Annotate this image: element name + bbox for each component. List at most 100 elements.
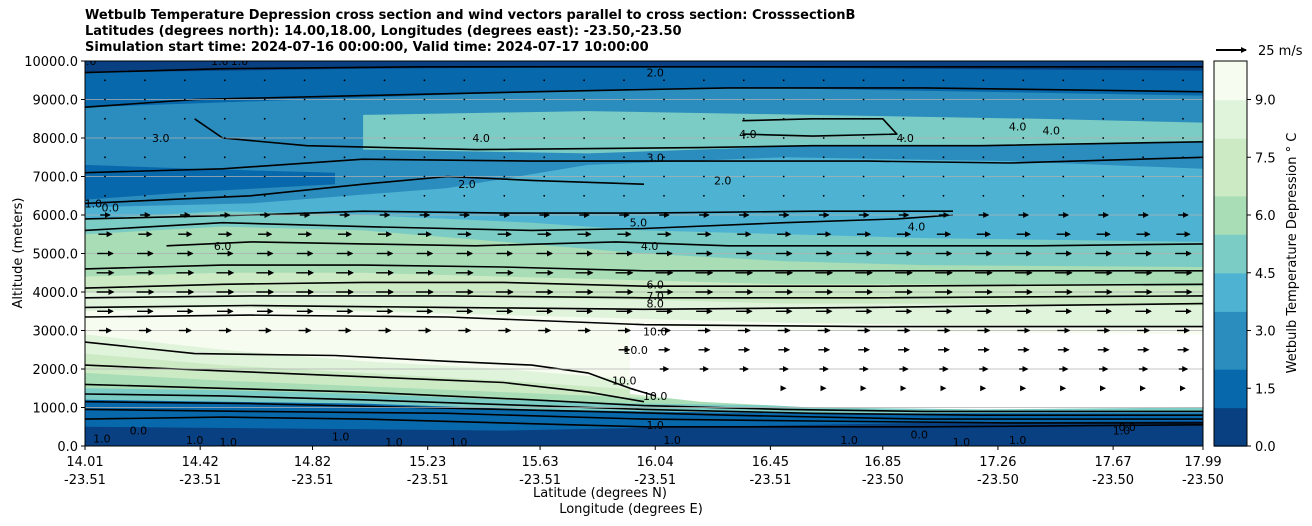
wind-vector-calm: [383, 194, 386, 197]
wind-vector-calm: [543, 175, 546, 178]
wind-vector-calm: [223, 194, 226, 197]
depression-field-bands: [85, 61, 1203, 446]
wind-vector-calm: [423, 79, 426, 82]
wind-vector-calm: [862, 98, 865, 101]
wind-vector-calm: [1102, 98, 1105, 101]
wind-vector-calm: [183, 137, 186, 139]
y-axis: 0.0 1000.0 2000.0 3000.0 4000.0 5000.0 6000.0 7…: [24, 55, 85, 455]
wind-vector-calm: [902, 98, 905, 101]
wind-vector-calm: [303, 79, 306, 82]
colorbar-segment-0: [1214, 426, 1247, 447]
wind-vector-calm: [1182, 79, 1184, 82]
wind-vector-calm: [902, 117, 905, 120]
wind-vector-calm: [263, 79, 266, 82]
y-tick-label-3: 3000.0: [33, 325, 79, 340]
wind-vector-calm: [782, 137, 785, 139]
contour-line-5: [85, 214, 954, 232]
colorbar-tick-label-1: 1.5: [1255, 382, 1276, 397]
wind-vector-calm: [463, 175, 466, 178]
wind-vector-calm: [1142, 194, 1144, 197]
wind-vector-calm: [942, 79, 945, 82]
x-tick-lat-5: 16.04: [637, 455, 674, 470]
wind-vector-calm: [1062, 98, 1065, 101]
wind-vector-calm: [303, 137, 306, 139]
colorbar-tick-label-2: 3.0: [1255, 325, 1276, 340]
wind-vector-calm: [703, 194, 705, 197]
colorbar-segment-18: [1214, 80, 1247, 101]
wind-vector-calm: [104, 194, 106, 197]
wind-vector-calm: [623, 79, 625, 82]
contour-line-6: [194, 118, 1203, 151]
wind-vector-calm: [902, 175, 905, 178]
x-tick-lat-6: 16.45: [752, 455, 789, 470]
x-tick-lon-6: -23.51: [749, 473, 791, 488]
wind-vector-calm: [144, 194, 146, 197]
contour-label-11: 1.0: [85, 197, 103, 210]
wind-vector-calm: [742, 137, 745, 139]
contour-line-3: [85, 175, 645, 205]
wind-vector-calm: [1102, 156, 1105, 159]
contour-line-11: [85, 295, 1203, 299]
colorbar-segment-15: [1214, 138, 1247, 158]
x-tick-lon-0: -23.51: [64, 473, 106, 488]
wind-vector-calm: [1182, 98, 1184, 101]
wind-vector-calm: [1182, 137, 1184, 139]
contour-label-5: 4.0: [896, 132, 914, 145]
contour-label-10: 4.0: [908, 221, 926, 234]
wind-vector-calm: [742, 156, 745, 159]
x-tick-lon-7: -23.50: [862, 473, 904, 488]
wind-vector-calm: [263, 117, 266, 120]
wind-vector-calm: [183, 175, 186, 178]
contour-line-19: [85, 408, 1203, 424]
depression-band-4: [85, 164, 335, 200]
wind-vector-calm: [543, 117, 546, 120]
x-tick-lat-2: 14.82: [294, 455, 331, 470]
wind-vector-calm: [782, 79, 785, 82]
plot-area: 2.03.03.0 4.0 4.0 4.04.0 4.02.0 2.04.01.0 0.05…: [85, 61, 1203, 449]
wind-vector-calm: [822, 98, 825, 101]
wind-vector-calm: [463, 194, 466, 197]
wind-vector-calm: [1102, 175, 1105, 178]
wind-vector-calm: [183, 156, 186, 159]
colorbar-segment-10: [1214, 234, 1247, 255]
wind-vector-calm: [742, 194, 745, 197]
contour-label-34: 1.0: [953, 436, 971, 449]
contour-label-2: 3.0: [152, 132, 170, 145]
colorbar-segment-8: [1214, 272, 1247, 293]
wind-vector-calm: [663, 117, 665, 120]
wind-vector-calm: [942, 194, 945, 197]
contour-label-17: 7.0: [646, 290, 664, 303]
wind-vector-calm: [942, 98, 945, 101]
wind-vector-calm: [822, 137, 825, 139]
y-tick-label-5: 5000.0: [33, 248, 79, 263]
colorbar-tick-label-6: 9.0: [1255, 94, 1276, 109]
wind-vector-calm: [1022, 156, 1025, 159]
wind-vector-calm: [703, 175, 705, 178]
y-tick-label-2: 2000.0: [33, 363, 79, 378]
wind-vector-calm: [1062, 156, 1065, 159]
wind-vector-calm: [463, 156, 466, 159]
contour-line-13: [85, 314, 1203, 328]
wind-vector-calm: [303, 117, 306, 120]
x-tick-lon-5: -23.51: [634, 473, 676, 488]
wind-vector-calm: [263, 194, 266, 197]
wind-vector-calm: [303, 194, 306, 197]
wind-vector-calm: [942, 175, 945, 178]
wind-vector-calm: [543, 98, 546, 101]
contour-label-7: 4.0: [1043, 124, 1061, 137]
wind-vector-calm: [343, 194, 346, 197]
wind-vector-calm: [583, 117, 585, 120]
colorbar-tick-label-5: 7.5: [1255, 151, 1276, 166]
wind-vector-calm: [1022, 137, 1025, 139]
wind-vector-calm: [623, 156, 625, 159]
wind-vector-calm: [104, 79, 106, 82]
wind-vector-calm: [583, 156, 585, 159]
wind-vector-calm: [902, 194, 905, 197]
depression-band-above-range: [630, 324, 1203, 410]
contour-label-29: 1.0: [385, 436, 403, 449]
quiver-key: 25 m/s: [1216, 44, 1303, 59]
x-axis: 14.01 -23.51 14.42 -23.51 14.82 -23.51 15.23 -2…: [64, 446, 1224, 488]
wind-vector-calm: [862, 137, 865, 139]
wind-vector-calm: [1142, 156, 1144, 159]
x-tick-lat-8: 17.26: [979, 455, 1016, 470]
